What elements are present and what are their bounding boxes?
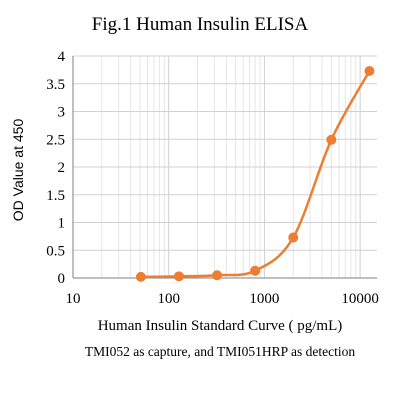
x-tick-label: 100 — [157, 291, 180, 307]
x-tick-label: 1000 — [249, 291, 279, 307]
x-tick-label: 10 — [66, 291, 81, 307]
y-tick-label: 3 — [58, 105, 66, 121]
chart-caption: TMI052 as capture, and TMI051HRP as dete… — [84, 344, 356, 359]
y-tick-label: 3.5 — [46, 77, 65, 93]
y-tick-label: 0 — [58, 271, 66, 287]
y-tick-label: 0.5 — [46, 243, 65, 259]
x-tick-label: 10000 — [341, 291, 379, 307]
data-point — [250, 265, 261, 276]
chart-title: Fig.1 Human Insulin ELISA — [91, 14, 309, 35]
data-point — [173, 271, 184, 282]
data-point — [364, 65, 375, 76]
data-point — [326, 134, 337, 145]
y-tick-label: 1 — [58, 216, 66, 232]
y-tick-label: 1.5 — [46, 188, 65, 204]
x-axis-label: Human Insulin Standard Curve ( pg/mL) — [97, 318, 343, 334]
data-point — [288, 232, 299, 243]
data-point — [135, 271, 146, 282]
y-tick-label: 4 — [58, 49, 66, 65]
y-tick-label: 2.5 — [46, 132, 65, 148]
y-tick-label: 2 — [58, 160, 66, 176]
data-point — [212, 270, 223, 281]
